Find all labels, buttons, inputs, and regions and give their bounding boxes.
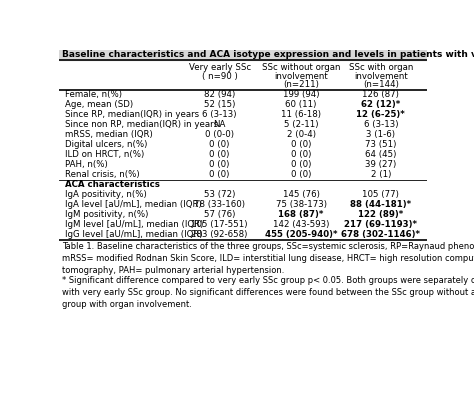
Text: Female, n(%): Female, n(%) [64,90,122,99]
Text: ILD on HRCT, n(%): ILD on HRCT, n(%) [64,150,144,159]
Text: involvement: involvement [354,72,408,81]
Text: ( n=90 ): ( n=90 ) [202,72,237,81]
Text: IgA level [aU/mL], median (IQR): IgA level [aU/mL], median (IQR) [64,200,201,209]
Text: Baseline characteristics and ACA isotype expression and levels in patients with : Baseline characteristics and ACA isotype… [62,50,474,59]
Text: IgM level [aU/mL], median (IQR): IgM level [aU/mL], median (IQR) [64,220,203,229]
Text: 168 (87)*: 168 (87)* [278,210,324,219]
Text: 145 (76): 145 (76) [283,190,319,199]
Text: involvement: involvement [274,72,328,81]
Text: 283 (92-658): 283 (92-658) [191,230,248,239]
Text: 6 (3-13): 6 (3-13) [364,120,398,129]
Text: 39 (27): 39 (27) [365,160,396,169]
Text: ACA characteristics: ACA characteristics [64,180,160,189]
Text: NA: NA [213,120,226,129]
Text: 57 (76): 57 (76) [204,210,236,219]
Text: 455 (205-940)*: 455 (205-940)* [265,230,337,239]
Text: 5 (2-11): 5 (2-11) [284,120,319,129]
Text: Age, mean (SD): Age, mean (SD) [64,100,133,109]
Text: mRSS, median (IQR): mRSS, median (IQR) [64,130,153,139]
Text: IgM positivity, n(%): IgM positivity, n(%) [64,210,148,219]
Text: SSc with organ: SSc with organ [349,63,413,72]
Text: 199 (94): 199 (94) [283,90,319,99]
Text: 73 (51): 73 (51) [365,140,397,149]
Text: (n=211): (n=211) [283,80,319,89]
Text: IgA positivity, n(%): IgA positivity, n(%) [64,190,146,199]
Text: SSc without organ: SSc without organ [262,63,340,72]
Text: 0 (0): 0 (0) [291,160,311,169]
Text: 122 (89)*: 122 (89)* [358,210,403,219]
Text: 0 (0): 0 (0) [210,140,230,149]
Bar [59,50,427,60]
Text: 64 (45): 64 (45) [365,150,397,159]
Text: IgG level [aU/mL], median (IQR): IgG level [aU/mL], median (IQR) [64,230,202,239]
Text: 82 (94): 82 (94) [204,90,235,99]
Text: Renal crisis, n(%): Renal crisis, n(%) [64,170,139,179]
Text: (n=144): (n=144) [363,80,399,89]
Text: 105 (17-551): 105 (17-551) [191,220,248,229]
Text: 0 (0): 0 (0) [210,170,230,179]
Text: 0 (0): 0 (0) [210,160,230,169]
Text: 126 (87): 126 (87) [363,90,399,99]
Text: 52 (15): 52 (15) [204,100,236,109]
Text: 78 (33-160): 78 (33-160) [194,200,245,209]
Text: 678 (302-1146)*: 678 (302-1146)* [341,230,420,239]
Text: 6 (3-13): 6 (3-13) [202,110,237,119]
Text: 53 (72): 53 (72) [204,190,236,199]
Text: 0 (0): 0 (0) [291,150,311,159]
Text: 217 (69-1193)*: 217 (69-1193)* [345,220,418,229]
Text: 60 (11): 60 (11) [285,100,317,109]
Text: 12 (6-25)*: 12 (6-25)* [356,110,405,119]
Text: 2 (0-4): 2 (0-4) [287,130,316,139]
Text: PAH, n(%): PAH, n(%) [64,160,108,169]
Text: * Significant difference compared to very early SSc group p< 0.05. Both groups w: * Significant difference compared to ver… [62,276,474,309]
Text: 88 (44-181)*: 88 (44-181)* [350,200,411,209]
Text: 2 (1): 2 (1) [371,170,391,179]
Text: 0 (0): 0 (0) [210,150,230,159]
Text: 142 (43-593): 142 (43-593) [273,220,329,229]
Text: 62 (12)*: 62 (12)* [361,100,401,109]
Text: Since RP, median(IQR) in years: Since RP, median(IQR) in years [64,110,199,119]
Text: 75 (38-173): 75 (38-173) [275,200,327,209]
Text: Since non RP, median(IQR) in years: Since non RP, median(IQR) in years [64,120,218,129]
Text: 3 (1-6): 3 (1-6) [366,130,395,139]
Text: Table 1. Baseline characteristics of the three groups, SSc=systemic sclerosis, R: Table 1. Baseline characteristics of the… [62,242,474,275]
Text: 11 (6-18): 11 (6-18) [281,110,321,119]
Text: 0 (0): 0 (0) [291,140,311,149]
Text: 0 (0-0): 0 (0-0) [205,130,234,139]
Text: 0 (0): 0 (0) [291,170,311,179]
Text: Very early SSc: Very early SSc [189,63,251,72]
Text: 105 (77): 105 (77) [363,190,399,199]
Text: Digital ulcers, n(%): Digital ulcers, n(%) [64,140,147,149]
